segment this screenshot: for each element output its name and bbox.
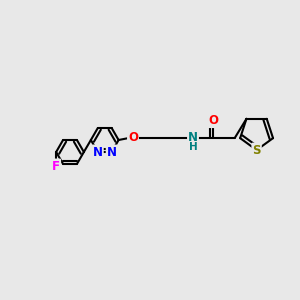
Text: S: S <box>252 144 261 157</box>
Text: F: F <box>52 160 60 172</box>
Text: N: N <box>93 146 103 158</box>
Text: N: N <box>188 131 198 144</box>
Text: O: O <box>128 131 138 144</box>
Text: H: H <box>189 142 197 152</box>
Text: N: N <box>107 146 117 158</box>
Text: O: O <box>208 114 218 127</box>
